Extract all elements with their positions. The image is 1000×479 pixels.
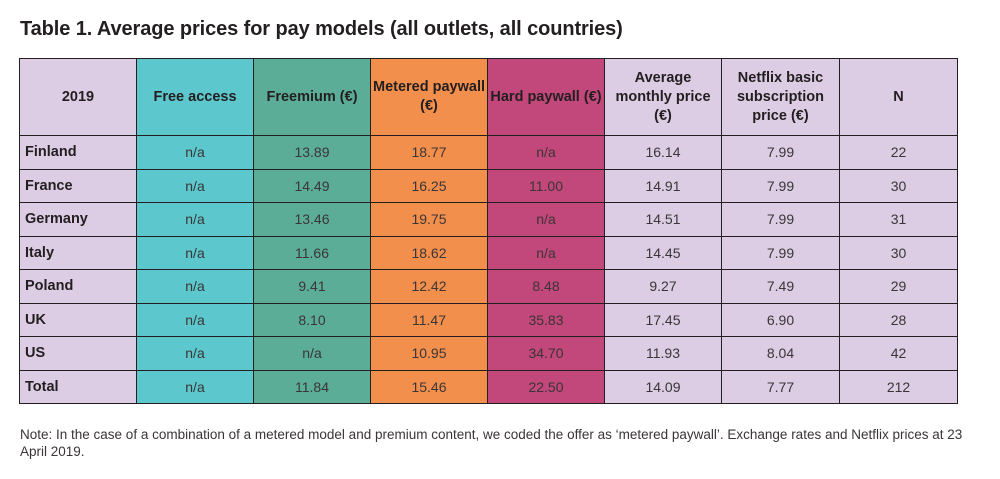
header-year: 2019 (19, 58, 137, 136)
cell-average: 14.09 (604, 369, 722, 404)
header-metered-paywall: Metered paywall (€) (370, 58, 488, 136)
cell-average: 9.27 (604, 269, 722, 304)
header-freemium: Freemium (€) (253, 58, 371, 136)
cell-netflix: 7.99 (721, 235, 840, 270)
table-row: Poland n/a 9.41 12.42 8.48 9.27 7.49 29 (19, 269, 958, 304)
cell-netflix: 7.77 (721, 369, 840, 404)
header-free-access: Free access (136, 58, 254, 136)
cell-hard-paywall: 11.00 (487, 168, 605, 203)
cell-average: 16.14 (604, 135, 722, 170)
row-label: US (19, 336, 137, 371)
cell-hard-paywall: 8.48 (487, 269, 605, 304)
cell-hard-paywall: 34.70 (487, 336, 605, 371)
cell-metered: 16.25 (370, 168, 488, 203)
cell-free-access: n/a (136, 302, 254, 337)
cell-n: 30 (839, 168, 958, 203)
row-label: Poland (19, 269, 137, 304)
table-note: Note: In the case of a combination of a … (20, 427, 963, 459)
cell-free-access: n/a (136, 202, 254, 237)
cell-average: 14.91 (604, 168, 722, 203)
cell-metered: 10.95 (370, 336, 488, 371)
cell-freemium: 13.89 (253, 135, 371, 170)
cell-hard-paywall: 35.83 (487, 302, 605, 337)
cell-free-access: n/a (136, 135, 254, 170)
cell-freemium: 14.49 (253, 168, 371, 203)
cell-n: 22 (839, 135, 958, 170)
cell-free-access: n/a (136, 369, 254, 404)
cell-metered: 18.62 (370, 235, 488, 270)
cell-hard-paywall: n/a (487, 235, 605, 270)
cell-metered: 18.77 (370, 135, 488, 170)
cell-n: 42 (839, 336, 958, 371)
table-row: UK n/a 8.10 11.47 35.83 17.45 6.90 28 (19, 302, 958, 337)
cell-free-access: n/a (136, 336, 254, 371)
cell-average: 17.45 (604, 302, 722, 337)
cell-netflix: 7.49 (721, 269, 840, 304)
table-row-total: Total n/a 11.84 15.46 22.50 14.09 7.77 2… (19, 369, 958, 404)
row-label: Total (19, 369, 137, 404)
cell-hard-paywall: n/a (487, 135, 605, 170)
cell-free-access: n/a (136, 168, 254, 203)
row-label: Finland (19, 135, 137, 170)
cell-n: 31 (839, 202, 958, 237)
cell-metered: 19.75 (370, 202, 488, 237)
cell-average: 11.93 (604, 336, 722, 371)
table-row: Italy n/a 11.66 18.62 n/a 14.45 7.99 30 (19, 235, 958, 270)
cell-netflix: 7.99 (721, 135, 840, 170)
pay-models-price-table: 2019 Free access Freemium (€) Metered pa… (19, 58, 958, 404)
cell-freemium: 9.41 (253, 269, 371, 304)
cell-hard-paywall: 22.50 (487, 369, 605, 404)
cell-metered: 12.42 (370, 269, 488, 304)
table-row: France n/a 14.49 16.25 11.00 14.91 7.99 … (19, 168, 958, 203)
cell-n: 212 (839, 369, 958, 404)
cell-hard-paywall: n/a (487, 202, 605, 237)
cell-freemium: n/a (253, 336, 371, 371)
cell-n: 29 (839, 269, 958, 304)
cell-netflix: 8.04 (721, 336, 840, 371)
table-row: Germany n/a 13.46 19.75 n/a 14.51 7.99 3… (19, 202, 958, 237)
table-row: US n/a n/a 10.95 34.70 11.93 8.04 42 (19, 336, 958, 371)
cell-free-access: n/a (136, 235, 254, 270)
cell-freemium: 8.10 (253, 302, 371, 337)
cell-netflix: 7.99 (721, 202, 840, 237)
cell-average: 14.51 (604, 202, 722, 237)
cell-average: 14.45 (604, 235, 722, 270)
header-netflix-price: Netflix basic subscription price (€) (721, 58, 840, 136)
cell-freemium: 13.46 (253, 202, 371, 237)
cell-netflix: 7.99 (721, 168, 840, 203)
header-average-monthly-price: Average monthly price (€) (604, 58, 722, 136)
table-title: Table 1. Average prices for pay models (… (20, 18, 623, 40)
cell-n: 30 (839, 235, 958, 270)
cell-metered: 15.46 (370, 369, 488, 404)
cell-free-access: n/a (136, 269, 254, 304)
cell-freemium: 11.84 (253, 369, 371, 404)
table-header-row: 2019 Free access Freemium (€) Metered pa… (19, 58, 958, 136)
cell-n: 28 (839, 302, 958, 337)
header-hard-paywall: Hard paywall (€) (487, 58, 605, 136)
cell-metered: 11.47 (370, 302, 488, 337)
cell-netflix: 6.90 (721, 302, 840, 337)
row-label: France (19, 168, 137, 203)
row-label: UK (19, 302, 137, 337)
header-n: N (839, 58, 958, 136)
table-row: Finland n/a 13.89 18.77 n/a 16.14 7.99 2… (19, 135, 958, 170)
row-label: Italy (19, 235, 137, 270)
cell-freemium: 11.66 (253, 235, 371, 270)
row-label: Germany (19, 202, 137, 237)
